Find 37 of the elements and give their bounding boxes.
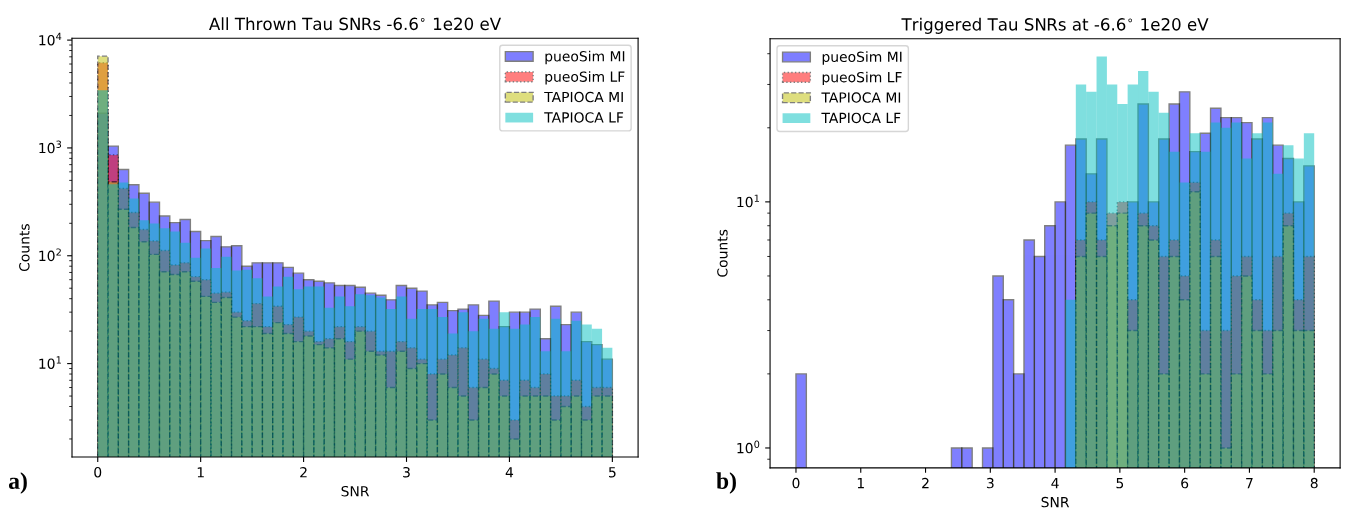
x-tick-label: 3 [986,477,994,489]
x-tick-label: 1 [857,478,864,489]
legend-label: TAPIOCA LF [544,112,624,123]
legend-label: pueoSim LF [545,71,625,85]
text: b) [716,472,736,494]
x-tick-label: 0 [792,477,800,489]
y-tick-label: 10$^{3}$ [39,140,62,154]
legend-label: TAPIOCA LF [821,112,901,124]
text: a) [8,472,27,494]
x-tick-label: 4 [1051,478,1059,489]
y-tick-label: 10$^{2}$ [39,248,61,262]
y-tick-label: 10$^{4}$ [39,32,62,46]
y-tick-label: 10$^{1}$ [737,194,759,208]
y-tick-label: 10$^{1}$ [39,356,61,369]
x-tick-label: 2 [300,467,307,478]
x-tick-label: 5 [1116,478,1124,489]
x-tick-label: 6 [1181,477,1189,489]
chart-title: All Thrown Tau SNRs -6.6$^{∘}$ 1e20 eV [209,17,501,31]
x-tick-label: 5 [609,467,616,478]
y-tick-label: 10$^{0}$ [737,440,760,454]
y-axis-title: Counts [717,229,728,277]
x-tick-label: 2 [922,477,929,489]
x-axis-title: SNR [1041,496,1070,508]
x-tick-label: 7 [1246,478,1253,489]
x-tick-label: 4 [505,467,514,478]
legend-label: TAPIOCA MI [544,91,623,103]
legend-label: pueoSim LF [822,71,902,86]
y-axis-title: Counts [19,224,30,272]
legend-label: pueoSim MI [822,51,902,65]
x-tick-label: 0 [94,467,102,478]
legend-label: pueoSim MI [545,50,625,65]
legend-label: TAPIOCA MI [821,92,901,103]
x-axis-title: SNR [341,485,370,497]
x-tick-label: 1 [197,467,204,478]
chart-title: Triggered Tau SNRs at -6.6$^{∘}$ 1e20 eV [901,17,1209,34]
x-tick-label: 3 [403,467,410,478]
x-tick-label: 8 [1310,477,1318,489]
